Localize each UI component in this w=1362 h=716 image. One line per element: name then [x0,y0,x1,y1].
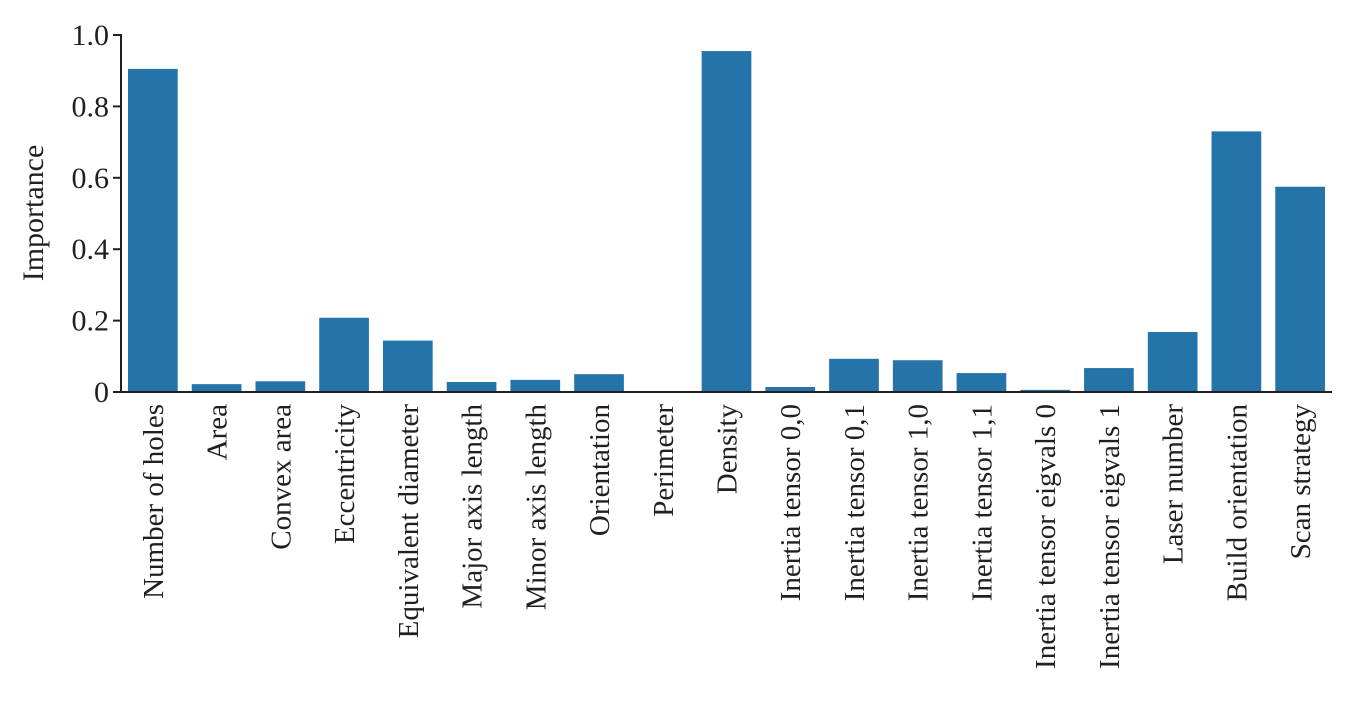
x-tick-label: Minor axis length [520,404,552,611]
x-tick-label: Inertia tensor 1,0 [903,404,935,601]
bar-density [701,51,752,393]
y-axis: 0 0.2 0.4 0.6 0.8 1.0 [72,19,122,409]
bar-inertia-tensor-0-0 [765,387,816,392]
x-tick-label: Density [712,404,744,495]
y-axis-title: Importance [17,145,50,282]
bar-inertia-tensor-eigvals-0 [1020,389,1071,392]
y-tick-label: 0.4 [72,233,110,266]
x-tick-label: Inertia tensor 1,1 [966,404,998,601]
bar-build-orientation [1211,131,1262,392]
y-ticks: 0 0.2 0.4 0.6 0.8 1.0 [72,19,121,409]
x-tick-label: Inertia tensor 0,0 [775,404,807,601]
y-tick-label: 1.0 [72,19,110,52]
bar-major-axis-length [446,382,497,392]
x-tick-label: Inertia tensor eigvals 1 [1094,404,1126,669]
y-tick-label: 0.6 [72,162,110,195]
x-tick-label: Scan strategy [1285,404,1317,560]
bar-inertia-tensor-0-1 [829,358,879,392]
x-tick-label: Eccentricity [329,404,361,545]
x-tick-label: Orientation [584,404,616,537]
x-tick-label: Perimeter [648,404,680,517]
bar-orientation [574,374,624,392]
bar-inertia-tensor-1-1 [956,373,1007,392]
x-tick-label: Number of holes [138,404,170,599]
x-tick-label: Major axis length [457,404,489,609]
bar-area [191,384,242,392]
x-tick-label: Convex area [265,404,297,550]
bar-inertia-tensor-1-0 [892,360,943,392]
y-tick-label: 0.8 [72,90,110,123]
x-tick-label: Equivalent diameter [393,404,425,639]
bar-eccentricity [319,317,369,392]
x-tick-labels: Number of holes Area Convex area Eccentrici… [138,404,1317,669]
x-tick-label: Area [202,404,234,460]
bar-number-of-holes [128,68,178,392]
bar-convex-area [255,381,306,392]
bar-inertia-tensor-eigvals-1 [1084,368,1134,392]
x-tick-label: Laser number [1158,404,1190,565]
x-tick-label: Build orientation [1221,404,1253,602]
x-tick-label: Inertia tensor eigvals 0 [1030,404,1062,669]
x-axis: Number of holes Area Convex area Eccentrici… [120,391,1332,669]
x-tick-label: Inertia tensor 0,1 [839,404,871,601]
bar-scan-strategy [1275,186,1325,392]
y-tick-label: 0 [94,376,109,409]
bar-equivalent-diameter [382,340,433,392]
bar-minor-axis-length [510,379,561,392]
y-tick-label: 0.2 [72,305,110,338]
bar-laser-number [1147,332,1198,392]
bars-group [128,51,1325,393]
